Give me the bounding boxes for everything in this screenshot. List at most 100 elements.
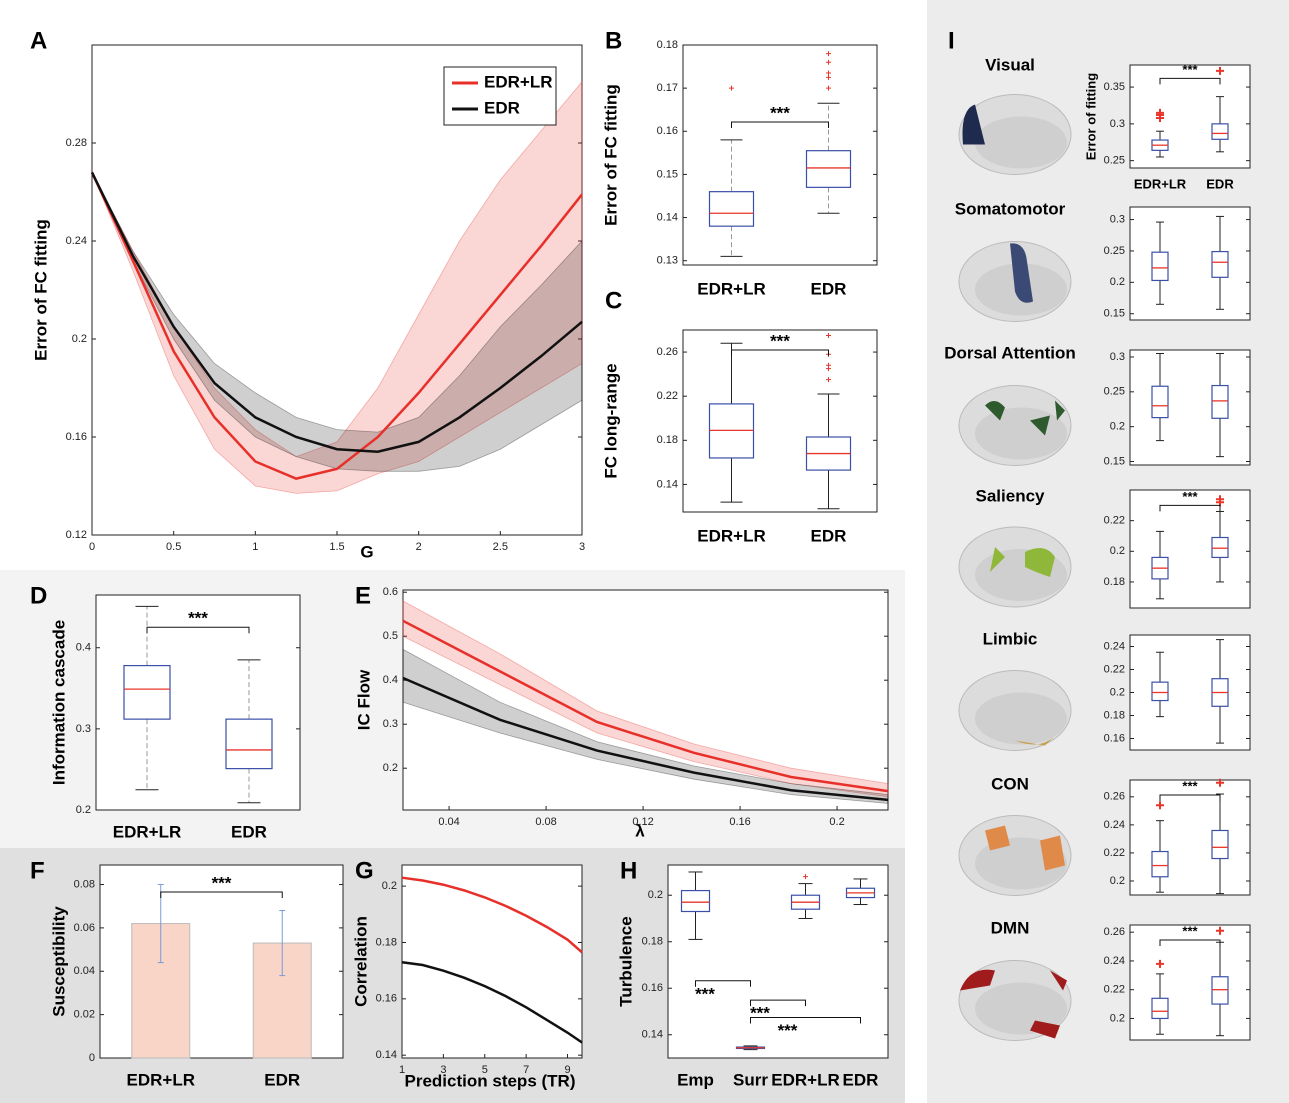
- y-tick-label: 0.28: [66, 137, 87, 149]
- y-tick-label: 0.14: [376, 1049, 397, 1061]
- legend-label: EDR: [484, 98, 520, 117]
- category-label: EDR: [1206, 176, 1234, 191]
- significance-label: ***: [695, 984, 715, 1003]
- box: [225, 718, 273, 770]
- y-tick-label: 0.2: [1110, 421, 1125, 433]
- region-title: Somatomotor: [955, 199, 1066, 218]
- y-tick-label: 0.15: [657, 168, 678, 180]
- axes-frame: [1129, 206, 1251, 321]
- y-axis-label: Error of FC fitting: [601, 84, 620, 226]
- significance-bracket: [1159, 794, 1221, 801]
- axes-frame: [95, 594, 301, 811]
- y-tick-label: 0.4: [383, 674, 398, 686]
- region-title: Limbic: [983, 629, 1038, 648]
- axes-frame: [682, 329, 878, 513]
- x-tick-label: 0.16: [729, 816, 750, 828]
- category-label: EDR+LR: [1134, 176, 1187, 191]
- y-axis-label: FC long-range: [601, 363, 620, 478]
- y-tick-label: 0.2: [648, 889, 663, 901]
- significance-label: ***: [188, 609, 208, 628]
- y-tick-label: 0.2: [1110, 686, 1125, 698]
- axes-frame: [1129, 64, 1251, 169]
- outlier: [1216, 495, 1224, 504]
- y-tick-label: 0.12: [66, 529, 87, 541]
- box: [1211, 250, 1229, 278]
- region-title: DMN: [991, 918, 1030, 937]
- panel-letter: I: [948, 27, 955, 54]
- axes-frame: [1129, 924, 1251, 1041]
- line: [90, 171, 583, 453]
- y-tick-label: 0.04: [74, 965, 95, 977]
- box: [680, 889, 711, 913]
- y-tick-label: 0.24: [1104, 640, 1125, 652]
- x-tick-label: 0.04: [438, 816, 459, 828]
- outlier: [826, 362, 831, 368]
- significance-bracket: [731, 121, 829, 128]
- y-tick-label: 0.17: [657, 82, 678, 94]
- y-tick-label: 0.16: [642, 982, 663, 994]
- region-title: Visual: [985, 55, 1035, 74]
- y-tick-label: 0.08: [74, 878, 95, 890]
- x-tick-label: 2.5: [493, 541, 508, 553]
- brain-shade: [975, 407, 1067, 460]
- y-tick-label: 0.02: [74, 1009, 95, 1021]
- y-tick-label: 0.25: [1104, 155, 1125, 167]
- outlier: [1156, 959, 1164, 968]
- y-tick-label: 0.35: [1104, 81, 1125, 93]
- y-tick-label: 0.3: [1110, 351, 1125, 363]
- outlier: [826, 333, 831, 339]
- significance-label: ***: [750, 1004, 770, 1023]
- y-axis-label: Information cascade: [49, 620, 68, 785]
- y-tick-label: 0.18: [1104, 576, 1125, 588]
- y-tick-label: 0.24: [1104, 819, 1125, 831]
- significance-bracket: [750, 1016, 861, 1024]
- panel-letter: A: [30, 27, 47, 54]
- outlier: [826, 59, 831, 65]
- box: [1151, 251, 1169, 282]
- category-label: EDR+LR: [127, 1070, 195, 1089]
- axes-frame: [1129, 349, 1251, 466]
- line: [402, 619, 889, 793]
- significance-label: ***: [778, 1021, 798, 1040]
- y-tick-label: 0.26: [1104, 926, 1125, 938]
- category-label: Emp: [677, 1070, 714, 1089]
- x-tick-label: 3: [440, 1064, 446, 1076]
- panel-letter: B: [605, 27, 622, 54]
- y-tick-label: 0.16: [66, 431, 87, 443]
- outlier: [826, 70, 831, 76]
- y-tick-label: 0.2: [1110, 545, 1125, 557]
- axes-frame: [1129, 489, 1251, 609]
- y-tick-label: 0.15: [1104, 455, 1125, 467]
- box: [1151, 681, 1169, 702]
- category-label: EDR: [231, 822, 267, 841]
- confidence-band: [402, 600, 889, 798]
- y-tick-label: 0.22: [1104, 847, 1125, 859]
- box: [708, 191, 755, 227]
- box: [1211, 123, 1229, 140]
- x-axis-label: G: [360, 542, 373, 561]
- y-axis-label: IC Flow: [354, 669, 373, 730]
- brain-region: [985, 825, 1065, 871]
- x-axis-label: λ: [635, 821, 645, 840]
- category-label: EDR+LR: [697, 526, 765, 545]
- x-tick-label: 2: [416, 541, 422, 553]
- y-tick-label: 0.25: [1104, 245, 1125, 257]
- y-tick-label: 0.14: [642, 1029, 663, 1041]
- x-axis-label: Prediction steps (TR): [405, 1071, 576, 1090]
- y-tick-label: 0.26: [657, 346, 678, 358]
- outlier: [826, 51, 831, 57]
- legend-label: EDR+LR: [484, 72, 552, 91]
- x-tick-label: 0.08: [535, 816, 556, 828]
- panel-letter: C: [605, 287, 622, 314]
- y-tick-label: 0.2: [383, 762, 398, 774]
- brain-region: [985, 400, 1065, 436]
- y-tick-label: 0.16: [657, 125, 678, 137]
- y-tick-label: 0.2: [382, 880, 397, 892]
- x-tick-label: 5: [482, 1064, 488, 1076]
- x-tick-label: 3: [579, 541, 585, 553]
- significance-bracket: [731, 349, 829, 357]
- box: [123, 664, 171, 720]
- y-tick-label: 0.2: [72, 333, 87, 345]
- brain-shade: [975, 982, 1067, 1035]
- outlier: [826, 85, 831, 91]
